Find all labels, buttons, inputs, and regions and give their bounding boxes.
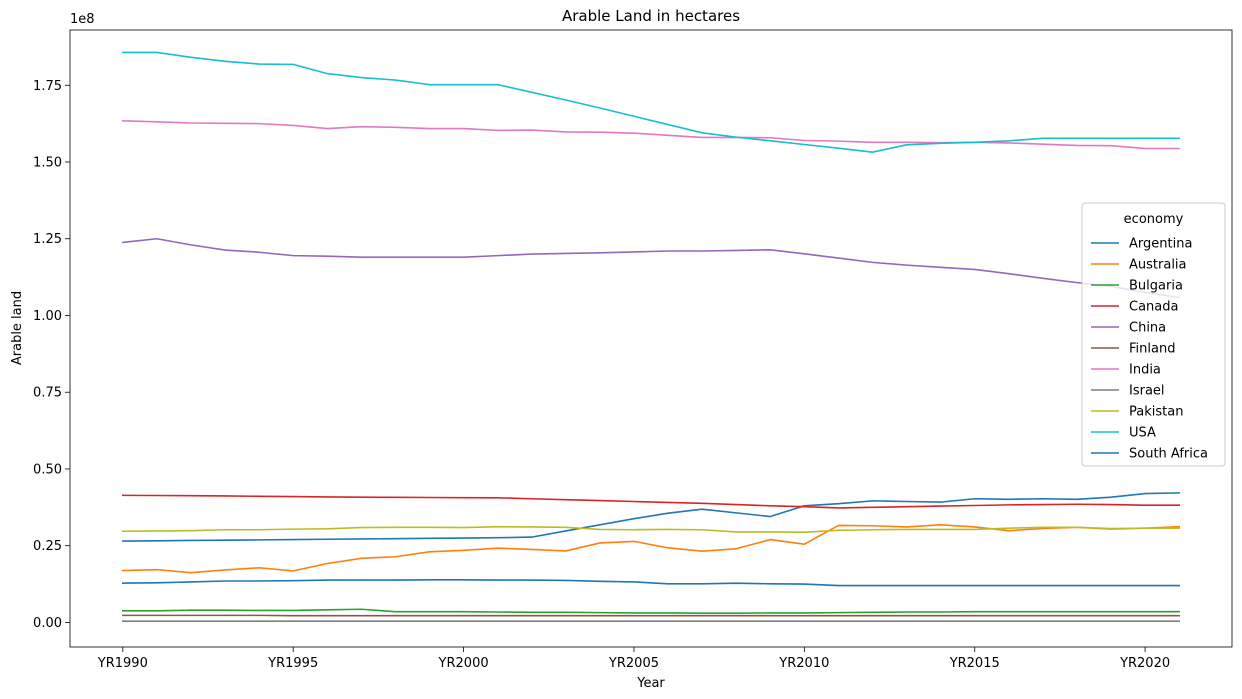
axes-frame: [69, 29, 1233, 648]
series-line-south-africa: [122, 578, 1180, 587]
series-line-bulgaria: [122, 608, 1180, 615]
x-tick-label: YR2015: [949, 656, 1000, 671]
series-line-india: [121, 120, 1180, 150]
y-tick-label: 0.00: [33, 616, 62, 631]
legend-box: [1081, 202, 1226, 467]
series-line-pakistan: [122, 525, 1180, 533]
legend-entry: Israel: [1129, 384, 1165, 399]
legend-title: economy: [1124, 212, 1184, 227]
y-tick-label: 1.00: [33, 309, 62, 324]
legend-entry: Finland: [1129, 342, 1175, 357]
legend-entry: Australia: [1129, 258, 1187, 273]
y-axis-label: Arable land: [10, 291, 25, 365]
legend-entry: China: [1129, 321, 1166, 336]
y-tick-label: 1.50: [33, 155, 62, 170]
y-tick-label: 0.50: [33, 462, 62, 477]
legend-entry: South Africa: [1129, 447, 1208, 462]
x-tick-label: YR1990: [97, 656, 148, 671]
legend: economy Argentina Australia Bulgaria Canada C…: [1081, 202, 1226, 467]
series-line-usa: [122, 51, 1180, 153]
x-tick-label: YR2020: [1119, 656, 1170, 671]
y-tick-label: 0.75: [33, 386, 62, 401]
legend-entry: India: [1129, 363, 1161, 378]
x-tick-label: YR2010: [778, 656, 829, 671]
y-tick-label: 1.75: [33, 79, 62, 94]
legend-entry: Pakistan: [1129, 405, 1183, 420]
legend-entry: Bulgaria: [1129, 279, 1183, 294]
series-line-canada: [122, 494, 1180, 509]
series-line-argentina: [122, 492, 1180, 542]
chart-title: Arable Land in hectares: [562, 7, 740, 25]
plot-area: YR1990 YR1995 YR2000 YR2005 YR2010 YR2015 YR20…: [33, 29, 1233, 671]
y-tick-label: 0.25: [33, 539, 62, 554]
x-axis-label: Year: [636, 676, 665, 691]
y-tick-label: 1.25: [33, 232, 62, 247]
x-tick-label: YR2000: [438, 656, 489, 671]
legend-entry: USA: [1129, 426, 1156, 441]
y-offset-label: 1e8: [70, 12, 95, 27]
legend-entry: Argentina: [1129, 237, 1192, 252]
series-line-australia: [121, 524, 1181, 574]
series-line-china: [121, 237, 1181, 299]
x-tick-label: YR2005: [608, 656, 659, 671]
x-tick-label: YR1995: [267, 656, 318, 671]
legend-entry: Canada: [1129, 300, 1178, 315]
